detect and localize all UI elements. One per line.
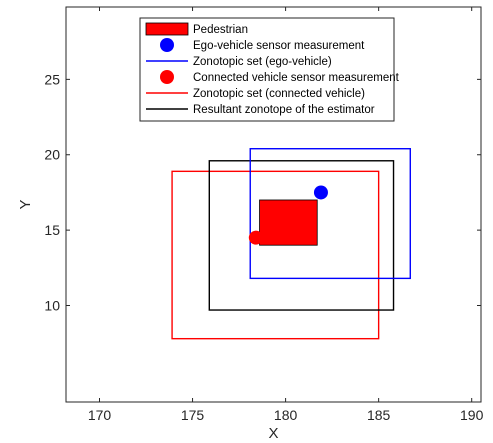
- y-tick-label: 15: [44, 222, 60, 238]
- connected-measurement-point: [248, 230, 263, 245]
- y-tick-label: 25: [44, 71, 60, 87]
- ego-measurement-point: [313, 185, 328, 200]
- legend-entry-label: Ego-vehicle sensor measurement: [193, 40, 365, 52]
- x-tick-label: 190: [460, 407, 484, 423]
- legend-entry-label: Zonotopic set (connected vehicle): [193, 88, 365, 100]
- ticks-layer: 170 175 180 185 190 10 15 20 25: [44, 7, 484, 423]
- zonotope-ego-rect: [249, 148, 411, 280]
- legend-swatch-dot: [160, 70, 174, 84]
- pedestrian-patch: [259, 199, 318, 246]
- x-axis-title: X: [268, 425, 278, 442]
- y-tick-label: 10: [44, 298, 60, 314]
- y-axis-title: Y: [17, 199, 34, 209]
- x-tick-label: 170: [88, 407, 112, 423]
- legend-entry-label: Zonotopic set (ego-vehicle): [193, 56, 332, 68]
- x-tick-label: 175: [181, 407, 205, 423]
- legend-swatch-patch: [145, 22, 189, 36]
- x-tick-label: 180: [274, 407, 298, 423]
- data-layer: [171, 148, 411, 340]
- legend-swatch-dot: [160, 38, 174, 52]
- legend-entry-label: Resultant zonotope of the estimator: [193, 104, 375, 116]
- y-tick-label: 20: [44, 147, 60, 163]
- legend-entry-label: Pedestrian: [193, 24, 248, 36]
- zonotope-estimator-rect: [208, 160, 395, 311]
- zonotope-connected-rect: [171, 170, 380, 340]
- legend: Pedestrian Ego-vehicle sensor measurement…: [139, 17, 400, 122]
- legend-entry-label: Connected vehicle sensor measurement: [193, 72, 400, 84]
- x-tick-label: 185: [367, 407, 391, 423]
